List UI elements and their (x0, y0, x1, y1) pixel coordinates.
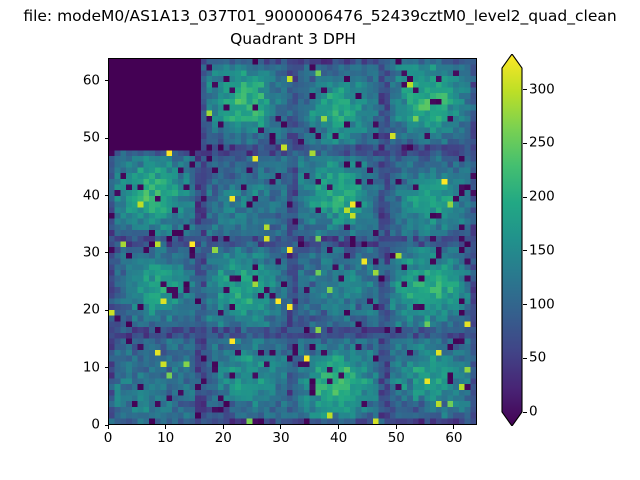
x-tick-label: 10 (157, 430, 175, 446)
colorbar-tick-label: 50 (529, 349, 547, 366)
y-tick-label: 20 (82, 301, 100, 318)
x-tick-mark (280, 425, 282, 429)
x-tick-mark (395, 425, 397, 429)
x-tick-mark (107, 425, 109, 429)
colorbar-tick-label: 100 (529, 296, 555, 312)
x-tick-mark (338, 425, 340, 429)
y-tick-mark (104, 137, 108, 139)
y-tick-label: 40 (82, 187, 100, 204)
y-tick-label: 0 (91, 416, 100, 433)
colorbar-tick-label: 0 (529, 403, 538, 420)
colorbar-tick-mark (523, 89, 527, 90)
colorbar-tick-label: 250 (529, 134, 555, 151)
colorbar-tick-mark (523, 304, 527, 305)
y-tick-mark (104, 80, 108, 82)
x-tick-label: 50 (387, 430, 405, 446)
y-tick-mark (104, 195, 108, 197)
figure-suptitle: file: modeM0/AS1A13_037T01_9000006476_52… (23, 7, 617, 25)
x-tick-label: 0 (103, 430, 113, 446)
colorbar-tick-mark (523, 357, 527, 359)
colorbar-tick-mark (523, 196, 527, 198)
colorbar-tick-mark (523, 142, 527, 144)
y-tick-label: 60 (82, 72, 100, 89)
x-tick-label: 40 (330, 430, 348, 446)
y-tick-label: 50 (82, 129, 100, 146)
colorbar-tick-mark (523, 411, 527, 413)
y-tick-mark (104, 309, 108, 311)
x-tick-label: 30 (272, 430, 290, 446)
colorbar (501, 54, 523, 426)
colorbar-tick-label: 300 (529, 81, 555, 97)
x-tick-mark (222, 425, 224, 429)
colorbar-gradient (501, 54, 523, 426)
y-tick-mark (104, 367, 108, 369)
y-tick-label: 10 (82, 359, 100, 376)
x-tick-mark (453, 425, 455, 429)
y-tick-label: 30 (82, 244, 100, 261)
y-tick-mark (104, 424, 108, 426)
heatmap-axes (108, 58, 477, 425)
x-tick-label: 20 (214, 430, 232, 446)
colorbar-tick-mark (523, 250, 527, 252)
x-tick-mark (165, 425, 167, 429)
colorbar-tick-label: 200 (529, 188, 555, 205)
x-tick-label: 60 (445, 430, 463, 446)
axes-title: Quadrant 3 DPH (230, 30, 356, 48)
heatmap-image (109, 59, 476, 424)
colorbar-tick-label: 150 (529, 242, 555, 259)
y-tick-mark (104, 252, 108, 254)
